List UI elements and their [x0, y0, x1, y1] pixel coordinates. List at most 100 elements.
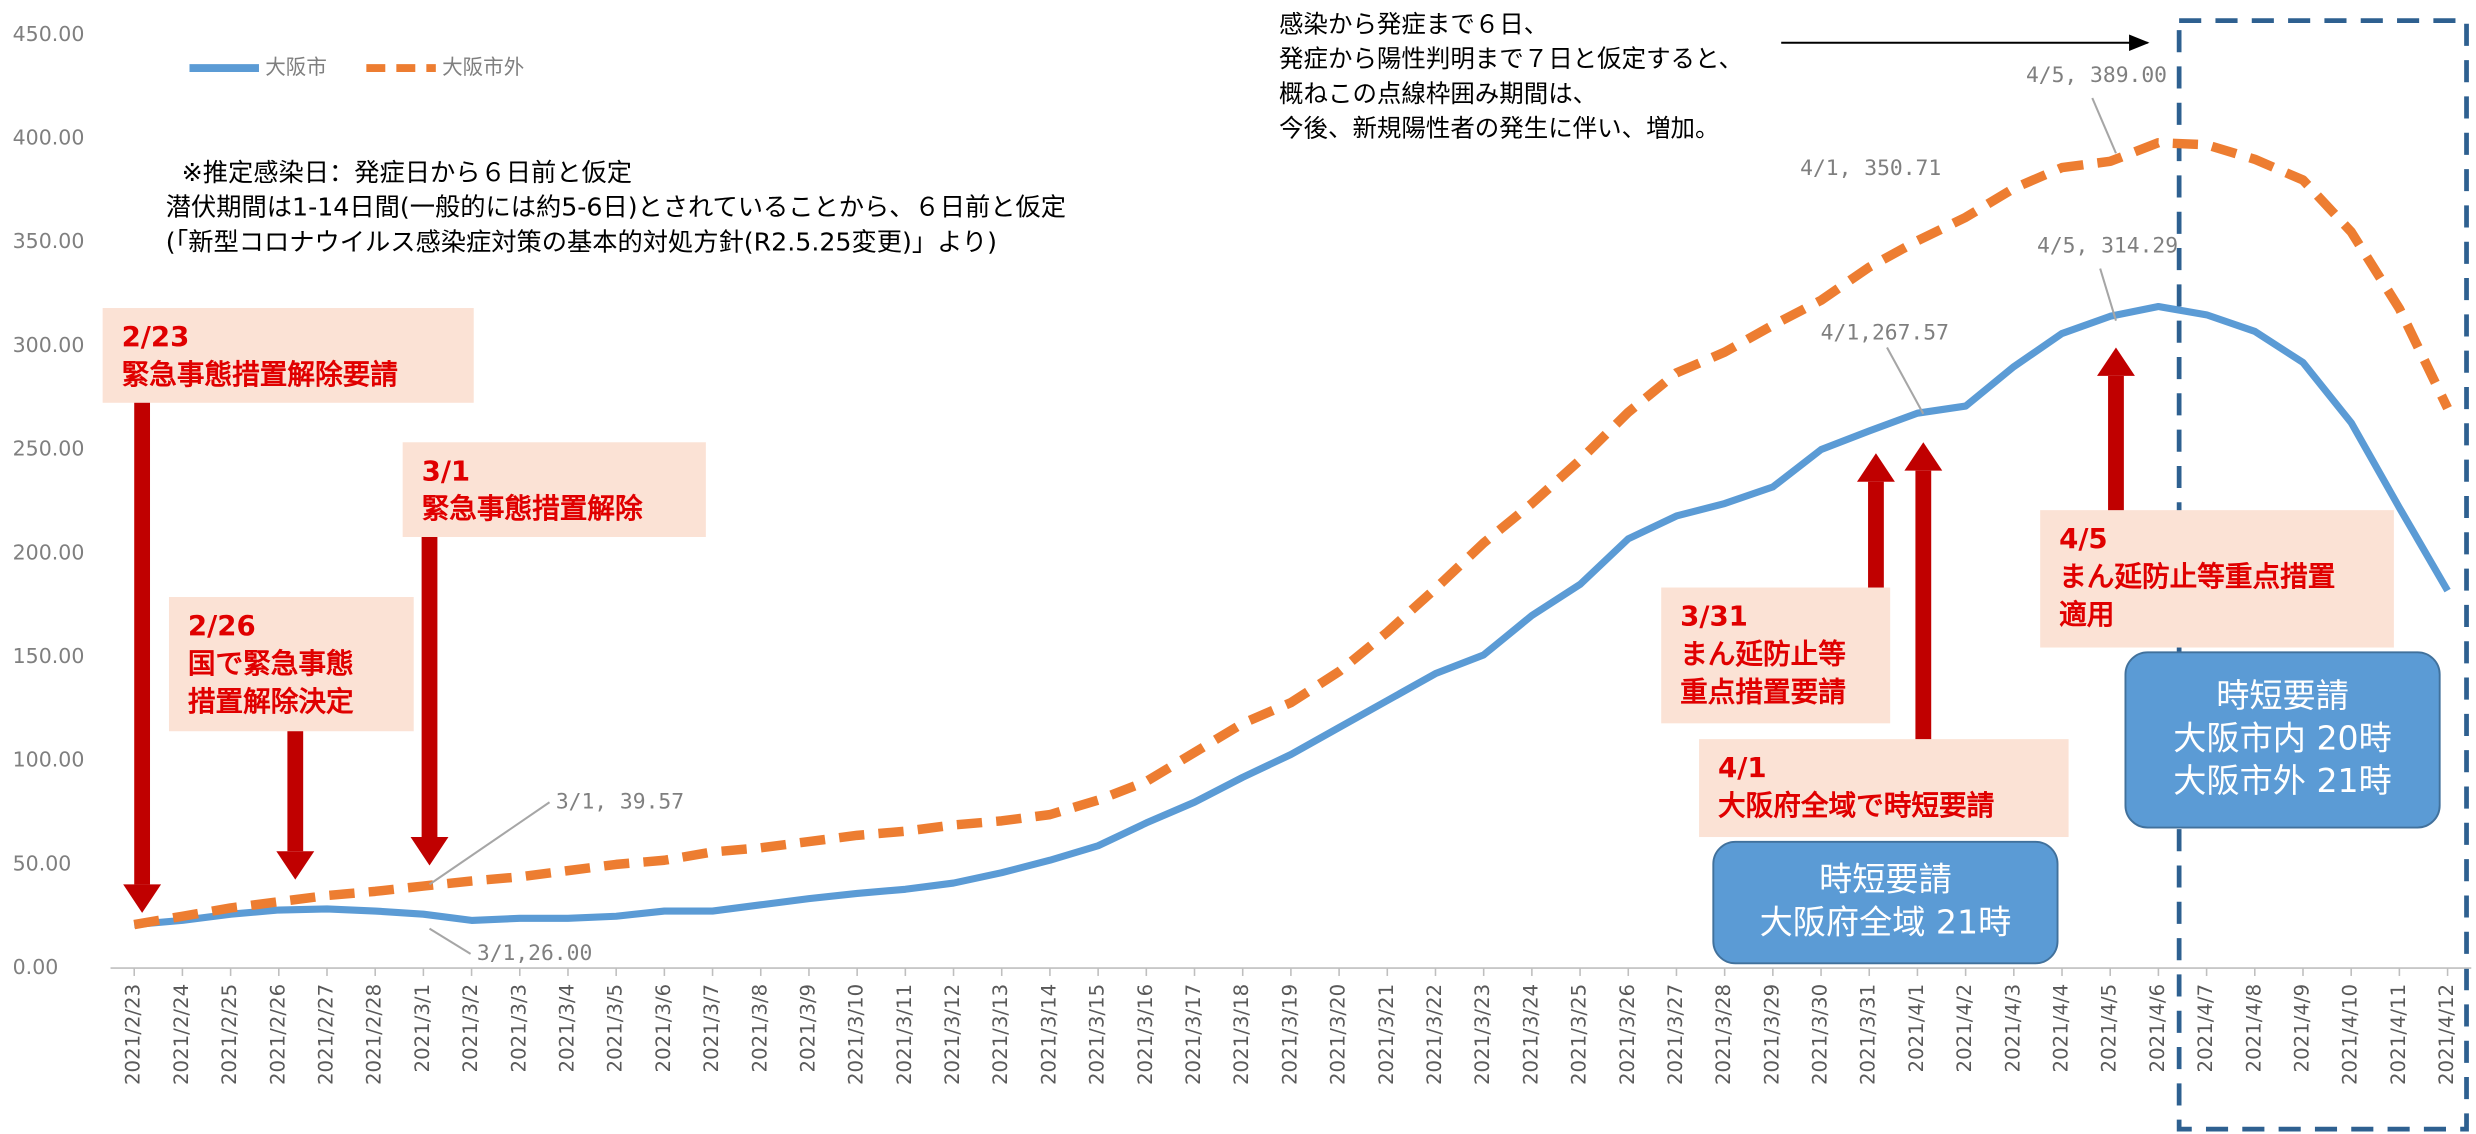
note-text: ※推定感染日：発症日から６日前と仮定 — [182, 158, 632, 187]
x-tick-label: 2021/2/25 — [218, 984, 241, 1085]
x-tick-label: 2021/4/6 — [2146, 984, 2169, 1073]
event-text: 4/5 — [2059, 522, 2108, 555]
event-arrowhead — [2097, 347, 2135, 376]
note-text: 潜伏期間は1-14日間(一般的には約5-6日)とされていることから、６日前と仮定 — [166, 193, 1066, 222]
x-tick-label: 2021/4/8 — [2242, 984, 2265, 1073]
x-tick-label: 2021/4/9 — [2290, 984, 2313, 1073]
measure-text: 大阪市内 20時 — [2173, 718, 2392, 757]
leader-line — [428, 801, 551, 886]
x-tick-label: 2021/3/13 — [989, 984, 1012, 1085]
event-text: まん延防止等 — [1680, 637, 1846, 670]
event-arrow — [1915, 470, 1932, 740]
data-label: 4/1,267.57 — [1821, 320, 1949, 345]
y-tick-label: 100.00 — [13, 748, 85, 772]
x-tick-label: 2021/2/24 — [170, 984, 193, 1085]
data-label: 3/1,26.00 — [477, 941, 592, 966]
x-tick-label: 2021/3/25 — [1568, 984, 1591, 1085]
measure-text: 大阪府全域 21時 — [1760, 902, 2012, 941]
leader-line — [2099, 268, 2117, 321]
event-arrow — [2108, 375, 2124, 511]
x-tick-label: 2021/3/18 — [1230, 984, 1253, 1085]
event-text: 3/1 — [422, 454, 471, 487]
x-tick-label: 2021/3/2 — [459, 984, 482, 1073]
leader-line — [428, 927, 472, 955]
x-tick-label: 2021/3/9 — [796, 984, 819, 1073]
x-tick-label: 2021/3/4 — [555, 984, 578, 1073]
x-tick-label: 2021/3/30 — [1809, 984, 1832, 1085]
x-tick-label: 2021/3/27 — [1664, 984, 1687, 1085]
x-tick-label: 2021/3/6 — [652, 984, 675, 1073]
note-text: (「新型コロナウイルス感染症対策の基本的対処方針(R2.5.25変更)」より) — [166, 227, 997, 256]
note-text: 感染から発症まで６日、 — [1279, 9, 1548, 38]
x-tick-label: 2021/3/5 — [604, 984, 627, 1073]
note-text: 発症から陽性判明まで７日と仮定すると、 — [1279, 44, 1743, 73]
x-tick-label: 2021/4/12 — [2435, 984, 2458, 1085]
x-tick-label: 2021/3/29 — [1760, 984, 1783, 1085]
event-box — [402, 442, 706, 537]
measure-box — [1712, 840, 2059, 965]
event-box — [2040, 510, 2394, 648]
event-box — [102, 308, 474, 403]
x-tick-label: 2021/3/10 — [845, 984, 868, 1085]
x-tick-label: 2021/3/11 — [893, 984, 916, 1085]
x-tick-label: 2021/4/2 — [1953, 984, 1976, 1073]
y-tick-label: 400.00 — [13, 126, 85, 150]
event-text: 2/26 — [188, 609, 256, 642]
event-text: 重点措置要請 — [1680, 675, 1846, 708]
event-arrowhead — [1904, 442, 1943, 471]
series-line — [133, 137, 2452, 930]
y-tick-label: 300.00 — [13, 333, 85, 357]
x-tick-label: 2021/3/20 — [1327, 984, 1350, 1085]
x-tick-label: 2021/3/15 — [1086, 984, 1109, 1085]
x-tick-label: 2021/4/1 — [1905, 984, 1928, 1073]
y-tick-label: 0.00 — [13, 955, 59, 979]
event-arrow — [421, 536, 438, 838]
event-text: 大阪府全域で時短要請 — [1718, 789, 1994, 822]
event-text: 2/23 — [122, 320, 190, 353]
x-tick-label: 2021/4/10 — [2339, 984, 2362, 1085]
x-tick-label: 2021/3/3 — [507, 984, 530, 1073]
leader-line — [2091, 97, 2117, 154]
series-line — [133, 302, 2451, 929]
data-label: 4/5, 389.00 — [2026, 63, 2167, 88]
leader-line — [1886, 347, 1925, 415]
y-tick-label: 250.00 — [13, 437, 85, 461]
x-tick-label: 2021/3/7 — [700, 984, 723, 1073]
x-tick-label: 2021/3/21 — [1375, 984, 1398, 1085]
event-text: 3/31 — [1680, 600, 1748, 633]
event-arrowhead — [410, 837, 449, 866]
y-tick-label: 150.00 — [13, 644, 85, 668]
note-text: 概ねこの点線枠囲み期間は、 — [1279, 79, 1597, 108]
x-tick-label: 2021/2/26 — [266, 984, 289, 1085]
x-tick-label: 2021/3/24 — [1519, 984, 1542, 1085]
x-tick-label: 2021/3/14 — [1037, 984, 1060, 1085]
x-tick-label: 2021/2/23 — [122, 984, 145, 1085]
x-tick-label: 2021/3/8 — [748, 984, 771, 1073]
y-tick-label: 50.00 — [13, 851, 72, 875]
y-tick-label: 350.00 — [13, 229, 85, 253]
data-label: 3/1, 39.57 — [556, 789, 684, 814]
measure-box — [2124, 651, 2441, 829]
event-text: 措置解除決定 — [188, 685, 354, 718]
measure-text: 時短要請 — [2216, 676, 2349, 715]
x-tick-label: 2021/4/4 — [2050, 984, 2073, 1073]
legend-label: 大阪市 — [265, 55, 327, 79]
x-tick-label: 2021/2/28 — [363, 984, 386, 1085]
data-label: 4/5, 314.29 — [2037, 233, 2178, 258]
x-tick-label: 2021/3/28 — [1712, 984, 1735, 1085]
measure-text: 時短要請 — [1819, 860, 1952, 899]
x-tick-label: 2021/3/23 — [1471, 984, 1494, 1085]
x-tick-label: 2021/3/1 — [411, 984, 434, 1073]
event-box — [1699, 739, 2069, 838]
event-text: 国で緊急事態 — [188, 647, 354, 680]
event-text: 4/1 — [1718, 751, 1767, 784]
event-text: 緊急事態措置解除 — [422, 492, 643, 525]
y-tick-label: 200.00 — [13, 540, 85, 564]
x-tick-label: 2021/3/17 — [1182, 984, 1205, 1085]
x-tick-label: 2021/3/22 — [1423, 984, 1446, 1085]
event-arrow — [1868, 481, 1884, 588]
event-arrowhead — [276, 851, 315, 880]
measure-text: 大阪市外 21時 — [2173, 761, 2392, 800]
event-arrowhead — [1857, 453, 1895, 482]
